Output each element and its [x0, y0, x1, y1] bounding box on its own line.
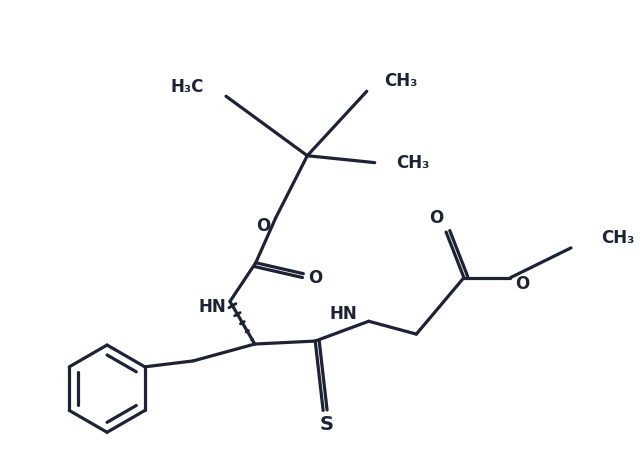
Text: O: O — [429, 209, 444, 227]
Text: CH₃: CH₃ — [601, 229, 634, 247]
Text: CH₃: CH₃ — [397, 154, 430, 172]
Text: H₃C: H₃C — [171, 78, 204, 96]
Text: O: O — [257, 217, 271, 235]
Text: O: O — [308, 269, 323, 287]
Text: O: O — [515, 274, 529, 292]
Text: CH₃: CH₃ — [385, 72, 418, 90]
Text: HN: HN — [198, 298, 226, 316]
Text: HN: HN — [329, 306, 357, 323]
Text: S: S — [320, 415, 334, 434]
